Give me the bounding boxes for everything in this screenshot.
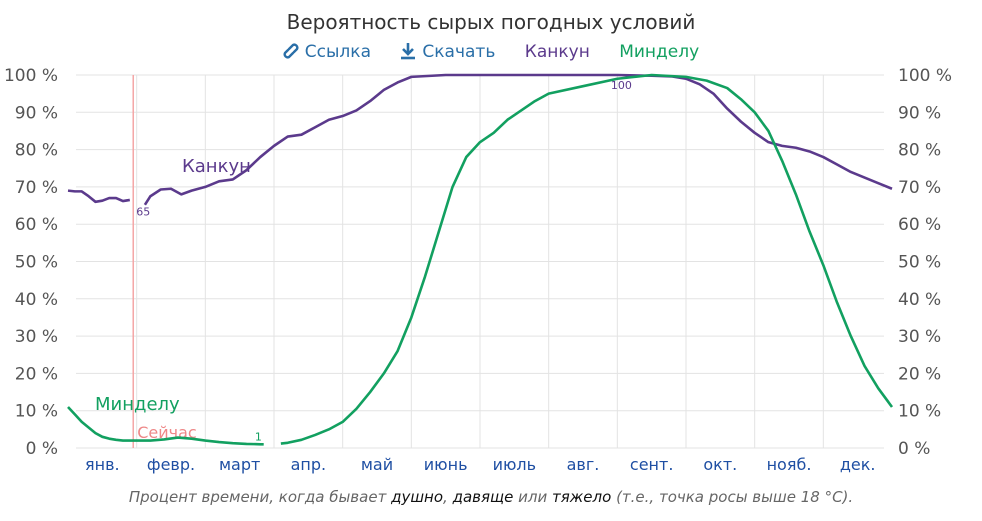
legend-mindelo[interactable]: Минделу xyxy=(619,42,700,62)
link-icon xyxy=(283,43,299,59)
caption-sep-2: или xyxy=(513,488,553,506)
chart-title: Вероятность сырых погодных условий xyxy=(286,10,696,34)
download-label: Скачать xyxy=(422,42,496,62)
y-tick-right: 90 % xyxy=(898,103,941,123)
y-tick-left: 80 % xyxy=(15,141,58,161)
data-label-mindelo-min: 1 xyxy=(255,430,262,443)
data-label-cancun-min: 65 xyxy=(136,206,150,219)
y-tick-right: 70 % xyxy=(898,178,941,198)
month-label: янв. xyxy=(85,455,120,474)
series-line-mindelo xyxy=(67,406,264,446)
series-lines xyxy=(67,73,894,446)
caption-suffix: (т.е., точка росы выше 18 °C). xyxy=(611,488,854,506)
chart-toolbar: Ссылка Скачать Канкун Минделу xyxy=(0,42,982,62)
y-tick-left: 90 % xyxy=(15,103,58,123)
caption-word-1: душно xyxy=(391,488,444,506)
download-icon xyxy=(401,43,416,60)
month-label: февр. xyxy=(147,455,195,474)
caption-prefix: Процент времени, когда бывает xyxy=(128,488,392,506)
month-label: июнь xyxy=(424,455,468,474)
link-button[interactable]: Ссылка xyxy=(283,42,371,62)
y-tick-left: 60 % xyxy=(15,215,58,235)
month-label: окт. xyxy=(703,455,737,474)
y-tick-right: 60 % xyxy=(898,215,941,235)
y-axis-right: 100 % 90 % 80 % 70 % 60 % 50 % 40 % 30 % 20 % 10 … xyxy=(898,66,952,459)
series-line-mindelo xyxy=(280,73,894,445)
data-label-cancun-max: 100 xyxy=(611,79,632,92)
month-label: сент. xyxy=(630,455,674,474)
month-label: авг. xyxy=(567,455,600,474)
month-label: апр. xyxy=(291,455,327,474)
y-tick-left: 10 % xyxy=(15,402,58,422)
month-label: июль xyxy=(493,455,537,474)
y-tick-right: 80 % xyxy=(898,141,941,161)
y-tick-right: 100 % xyxy=(898,66,952,86)
y-tick-right: 50 % xyxy=(898,253,941,273)
y-tick-right: 0 % xyxy=(898,439,930,459)
y-tick-left: 30 % xyxy=(15,327,58,347)
series-label-cancun: Канкун xyxy=(182,156,251,177)
y-tick-left: 50 % xyxy=(15,253,58,273)
y-tick-left: 100 % xyxy=(4,66,58,86)
link-label: Ссылка xyxy=(304,42,371,62)
month-label: нояб. xyxy=(767,455,812,474)
y-tick-left: 70 % xyxy=(15,178,58,198)
y-tick-right: 20 % xyxy=(898,364,941,384)
caption-sep-1: , xyxy=(443,488,453,506)
caption-word-3: тяжело xyxy=(552,488,612,506)
grid-lines xyxy=(76,74,884,449)
series-label-mindelo: Минделу xyxy=(95,394,180,415)
chart-caption: Процент времени, когда бывает душно, дав… xyxy=(0,488,982,506)
month-label: май xyxy=(361,455,393,474)
download-button[interactable]: Скачать xyxy=(400,42,495,62)
y-tick-right: 40 % xyxy=(898,290,941,310)
series-line-cancun xyxy=(143,73,893,206)
y-axis-left: 100 % 90 % 80 % 70 % 60 % 50 % 40 % 30 % 20 % 10 … xyxy=(4,66,58,459)
caption-word-2: давяще xyxy=(452,488,514,506)
y-tick-left: 40 % xyxy=(15,290,58,310)
data-labels: 65 100 1 Канкун Минделу xyxy=(95,79,632,443)
x-axis-months: янв. февр. март апр. май июнь июль авг. сент. окт… xyxy=(85,455,875,474)
month-label: март xyxy=(219,455,260,474)
y-tick-left: 0 % xyxy=(26,439,58,459)
y-tick-right: 10 % xyxy=(898,402,941,422)
legend-cancun[interactable]: Канкун xyxy=(524,42,590,62)
y-tick-right: 30 % xyxy=(898,327,941,347)
series-line-cancun xyxy=(67,189,131,204)
y-tick-left: 20 % xyxy=(15,364,58,384)
month-label: дек. xyxy=(840,455,876,474)
